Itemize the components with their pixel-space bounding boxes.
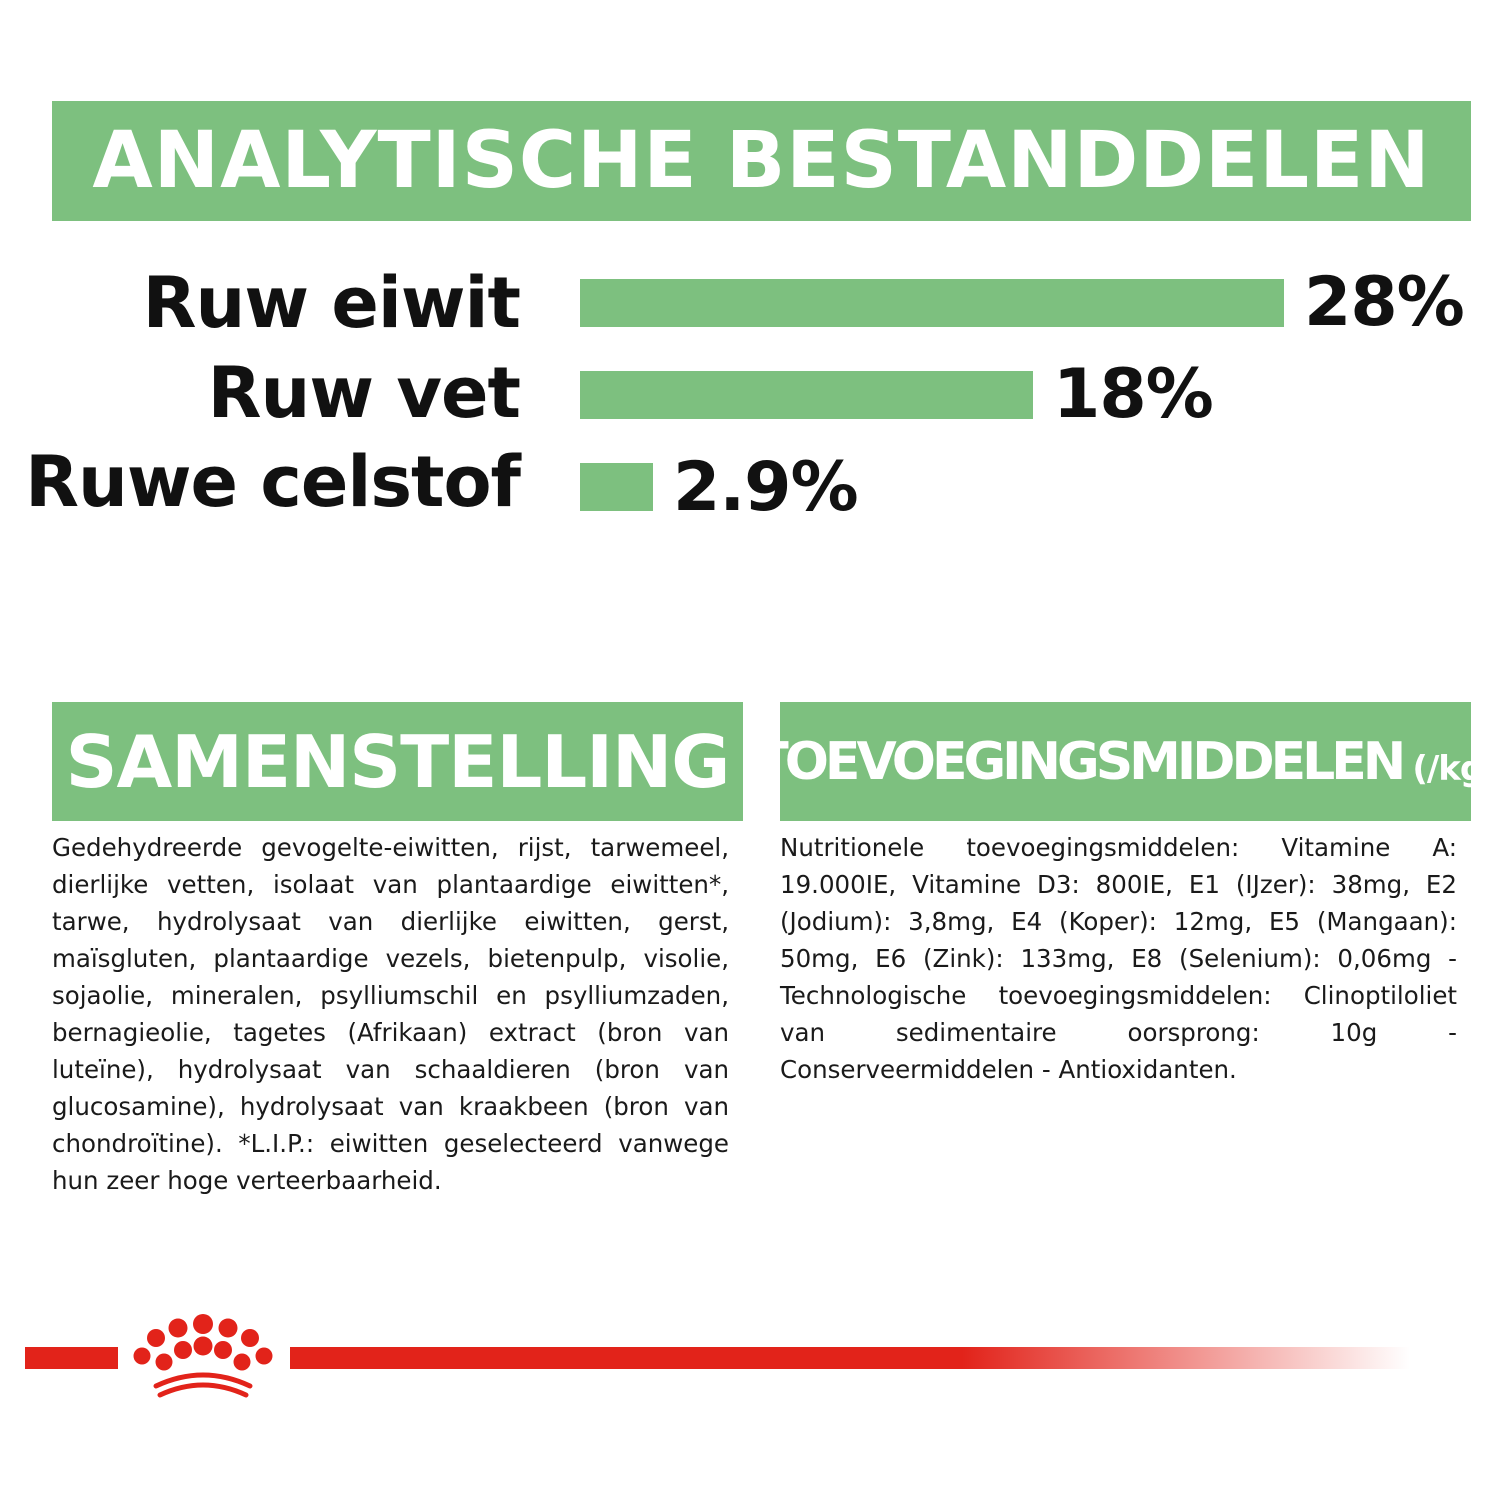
additives-title-banner: TOEVOEGINGSMIDDELEN (/kg) — [780, 702, 1471, 821]
nutrient-bar — [580, 279, 1284, 327]
brand-footer — [0, 1300, 1500, 1410]
additives-title: TOEVOEGINGSMIDDELEN — [780, 731, 1406, 792]
composition-title-banner: SAMENSTELLING — [52, 702, 743, 821]
nutrient-value: 28% — [1304, 263, 1465, 342]
composition-title: SAMENSTELLING — [65, 719, 731, 804]
royal-canin-crown-icon — [133, 1314, 273, 1398]
brand-stripe-left — [25, 1347, 118, 1369]
additives-unit: (/kg) — [1412, 748, 1471, 789]
composition-text: Gedehydreerde gevogelte-eiwitten, rijst,… — [52, 833, 729, 1195]
analysis-title-banner: ANALYTISCHE BESTANDDELEN — [52, 101, 1471, 221]
nutrient-value: 18% — [1053, 355, 1214, 434]
nutrient-label: Ruw eiwit — [142, 262, 521, 344]
additives-text: Nutritionele toevoegingsmiddelen: Vitami… — [780, 833, 1457, 1084]
nutrient-value: 2.9% — [673, 448, 859, 527]
nutrient-bar — [580, 371, 1033, 419]
brand-stripe-right — [290, 1347, 1410, 1369]
nutrient-bar — [580, 463, 653, 511]
nutrient-label: Ruwe celstof — [25, 441, 521, 523]
analysis-title: ANALYTISCHE BESTANDDELEN — [92, 116, 1431, 206]
nutrient-label: Ruw vet — [207, 352, 521, 434]
